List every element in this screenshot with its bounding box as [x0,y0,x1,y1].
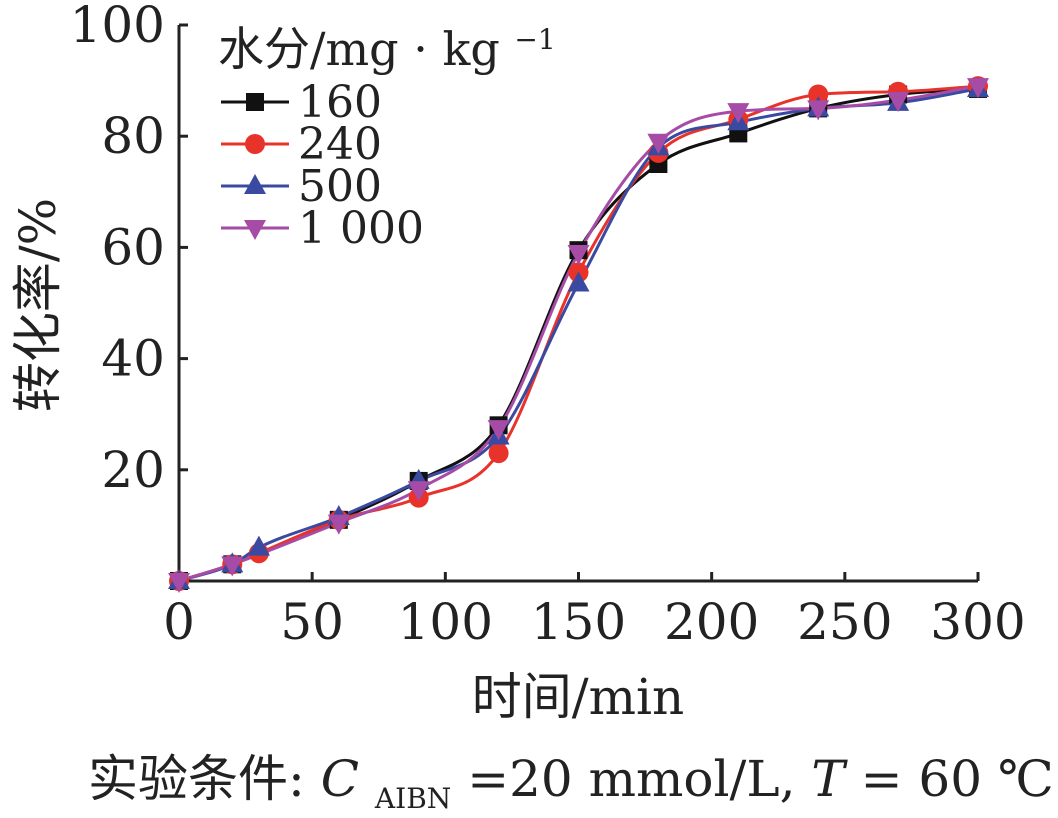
legend-title-unit: kg [442,22,499,76]
y-tick-label: 60 [101,218,165,276]
legend-label: 500 [298,161,382,212]
data-point [567,244,590,265]
legend-label: 1 000 [298,203,424,254]
y-tick-label: 100 [70,0,165,54]
legend-marker [244,174,266,194]
y-tick-label: 20 [101,441,165,499]
data-point [567,271,590,292]
legend-marker [245,134,265,154]
data-point [967,78,989,99]
x-axis-label: 时间/min [472,668,684,726]
data-point [488,443,509,464]
y-axis-label: 转化率/% [9,198,67,412]
legend-title-sup: −1 [514,23,555,56]
legend-title: 水分/mg · kg −1 [218,22,556,76]
y-tick-label: 80 [101,107,165,165]
caption-t-var: T [811,750,848,808]
x-tick-label: 50 [280,593,344,651]
x-tick-label: 100 [398,593,493,651]
data-point [727,103,750,124]
caption-c-sub: AIBN [374,782,451,815]
caption: 实验条件: C AIBN =20 mmol/L, T = 60 ℃ [88,750,1054,818]
caption-t-value: = 60 ℃ [861,750,1054,808]
x-tick-label: 250 [797,593,892,651]
data-point [808,84,829,105]
data-point [247,535,270,556]
data-point [487,420,510,441]
data-point [807,100,830,121]
y-tick-label: 40 [101,330,165,388]
legend-title-main: 水分/mg [218,22,399,76]
x-tick-label: 300 [930,593,1025,651]
data-point [647,133,670,154]
x-tick-label: 0 [163,593,195,651]
x-tick-label: 200 [664,593,759,651]
caption-c-var: C [321,750,359,808]
legend-title-sep: · [413,22,428,76]
legend-marker [246,93,264,111]
ticks: 0 50 100 150 200 250 300 20 40 60 80 100 [70,0,1026,651]
legend-label: 240 [298,119,382,170]
series-line-3 [178,84,979,583]
caption-prefix: 实验条件: [88,750,321,808]
legend-marker [244,220,266,240]
data-point [407,481,430,502]
data-point [327,514,350,535]
legend-label: 160 [298,77,382,128]
series-markers [168,76,989,593]
data-point [887,92,910,113]
data-point [221,556,244,577]
data-point [168,573,190,593]
caption-c-value: =20 mmol/L, [467,750,811,808]
x-tick-label: 150 [531,593,626,651]
